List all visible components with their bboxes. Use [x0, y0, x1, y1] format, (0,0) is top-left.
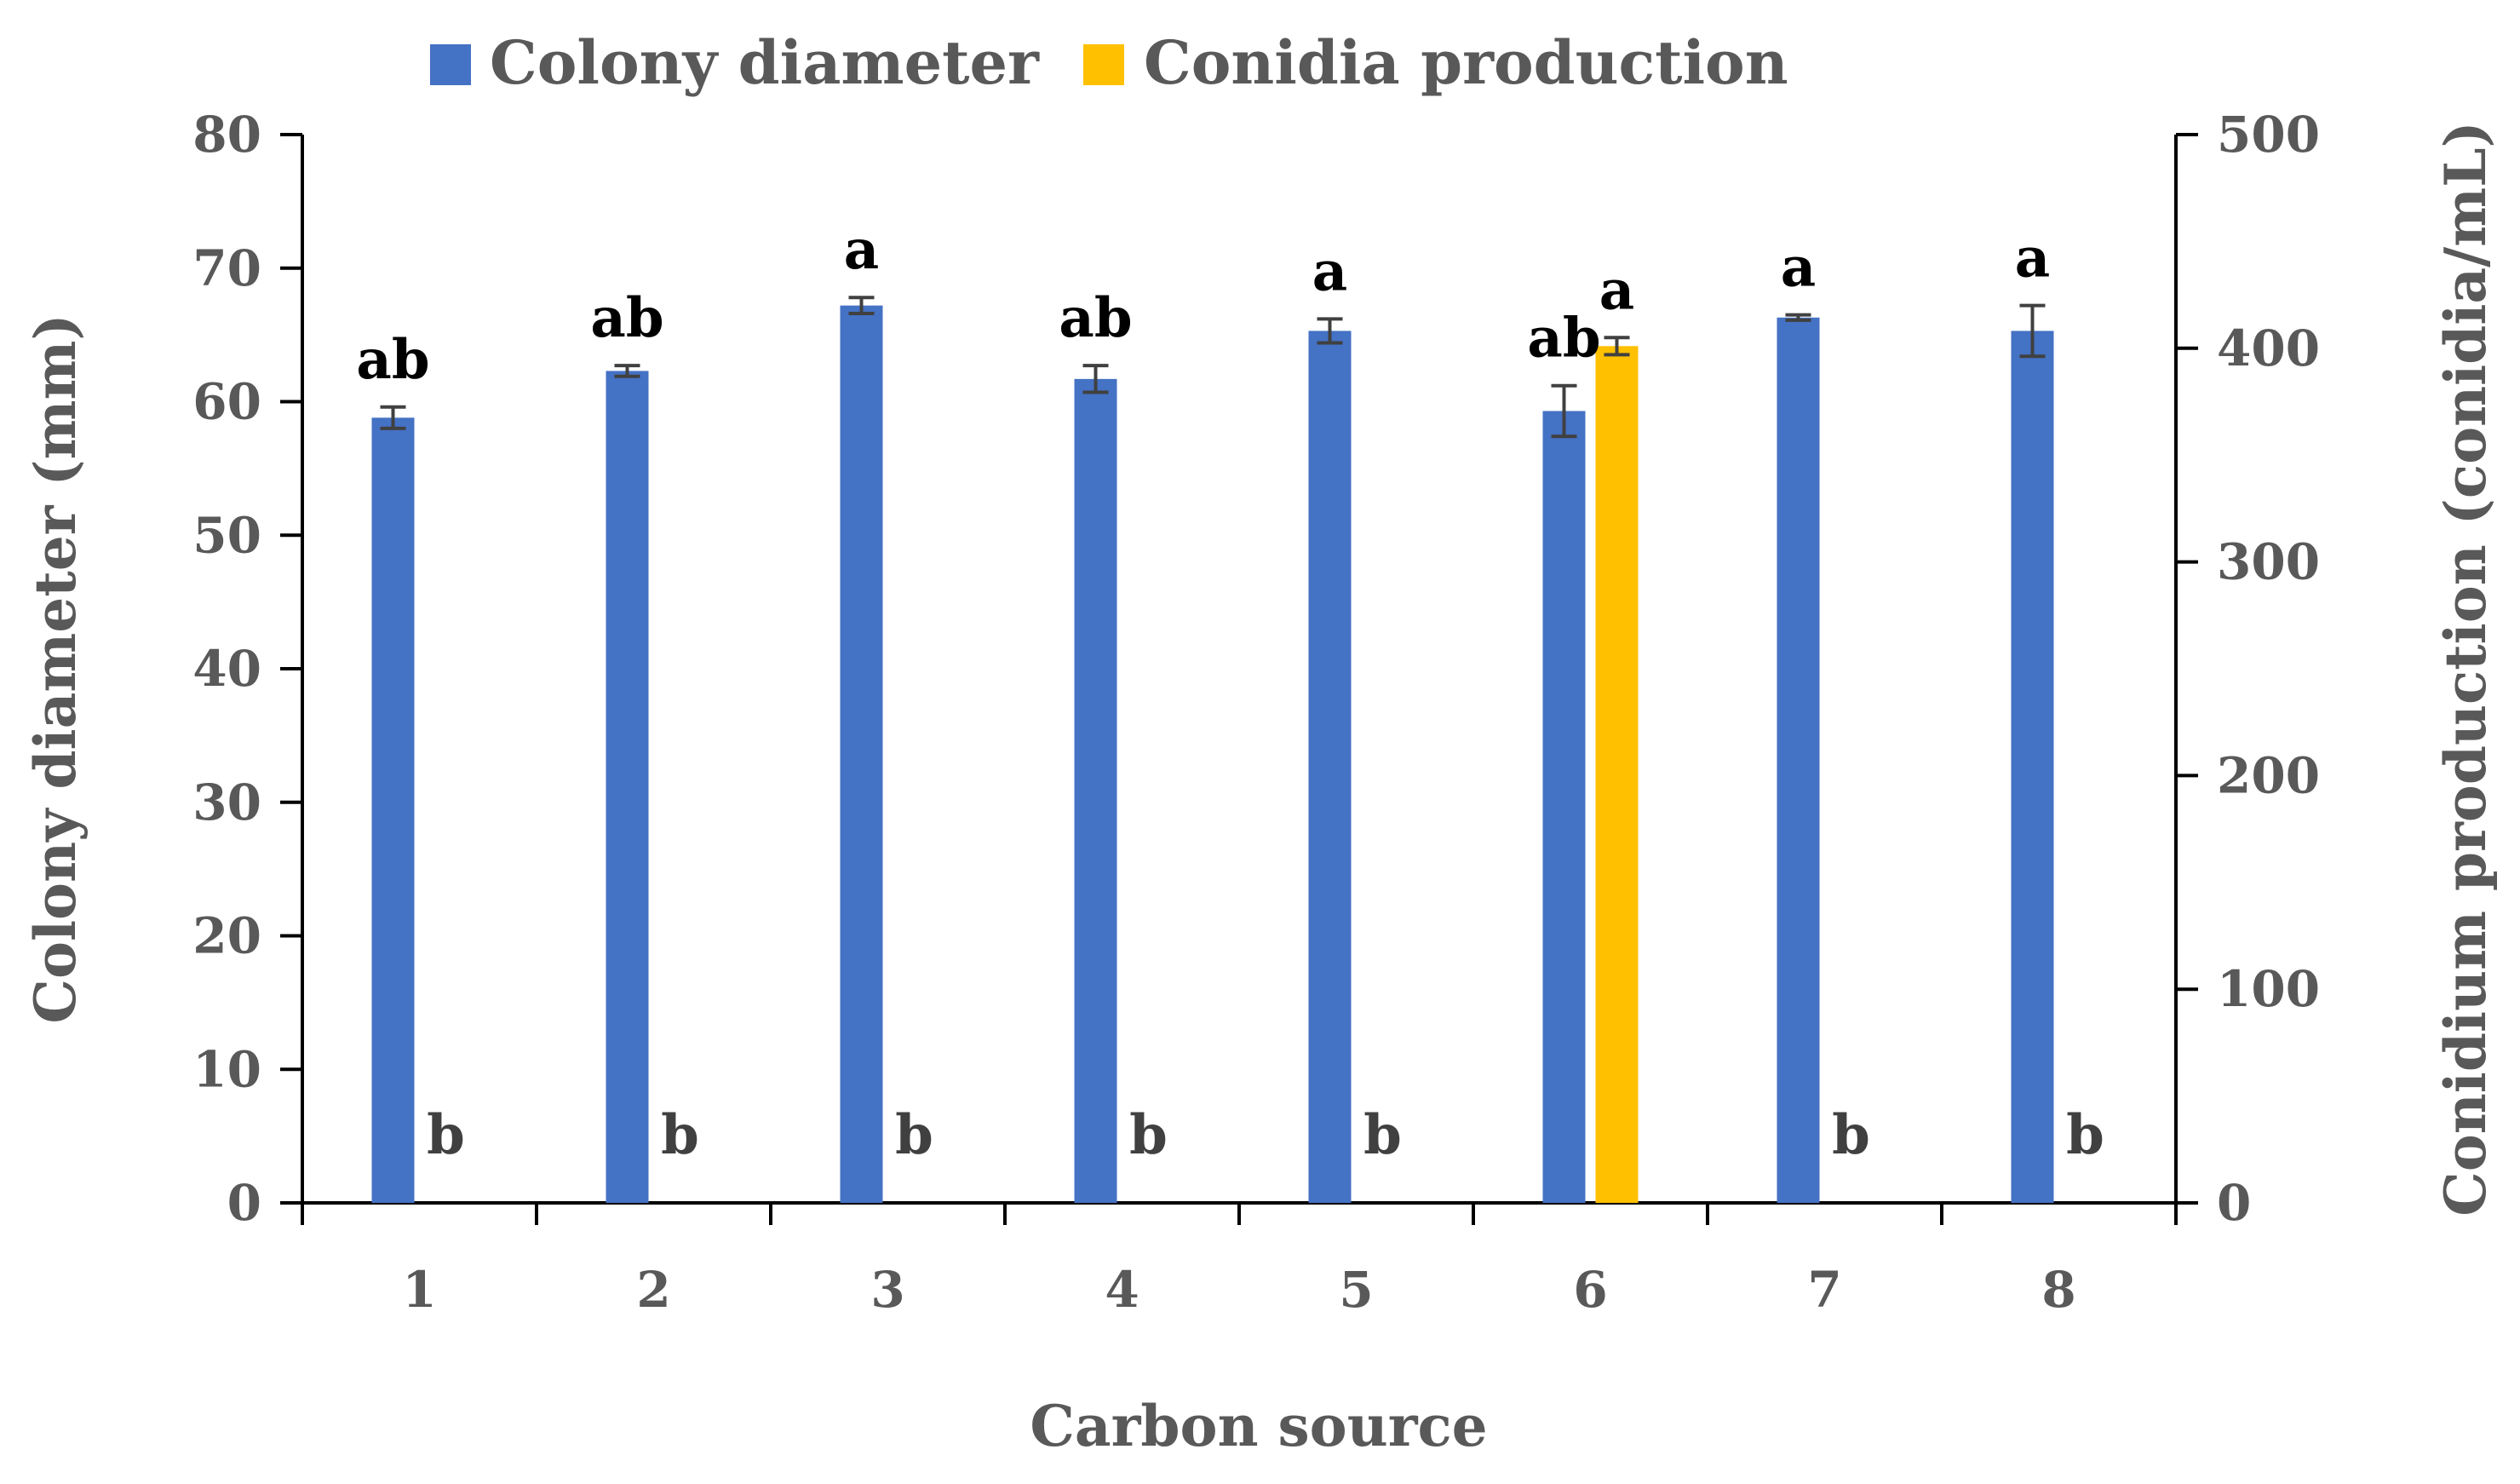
left-tick-label: 0: [227, 1174, 261, 1232]
bar-colony-diameter: [1777, 317, 1820, 1203]
bar-colony-diameter: [1074, 378, 1117, 1203]
left-axis-ticks: 0 10 20 30 40 50 60 70 80: [192, 106, 302, 1232]
x-tick-label: 2: [636, 1261, 670, 1319]
left-tick-label: 20: [192, 907, 261, 965]
x-tick-label: 3: [870, 1261, 904, 1319]
left-tick-label: 10: [192, 1040, 261, 1098]
significance-letter-colony-diameter: ab: [1527, 307, 1600, 371]
x-tick-label: 1: [402, 1261, 436, 1319]
legend-label-colony-diameter: Colony diameter: [490, 27, 1040, 98]
bar-colony-diameter: [1542, 411, 1586, 1203]
significance-letter-conidia-production: b: [1129, 1103, 1168, 1167]
right-axis-title: Conidium production (conidia/mL): [2432, 121, 2499, 1217]
significance-letter-colony-diameter: ab: [1059, 286, 1132, 350]
right-tick-label: 500: [2217, 106, 2320, 164]
left-tick-label: 80: [192, 106, 261, 164]
right-tick-label: 200: [2217, 746, 2320, 804]
x-tick-label: 5: [1339, 1261, 1373, 1319]
significance-letter-colony-diameter: a: [1312, 239, 1347, 303]
error-bars: [380, 296, 2046, 439]
right-tick-label: 400: [2217, 319, 2320, 377]
legend-label-conidia-production: Conidia production: [1144, 27, 1788, 98]
significance-letter-conidia-production: b: [427, 1103, 465, 1167]
x-axis-title: Carbon source: [1030, 1393, 1487, 1459]
significance-letter-colony-diameter: a: [1781, 236, 1816, 300]
significance-letter-conidia-production: b: [895, 1103, 933, 1167]
axes: [301, 135, 2178, 1205]
significance-letter-colony-diameter: a: [2015, 227, 2050, 290]
left-axis-title: Colony diameter (mm): [22, 313, 89, 1023]
bar-colony-diameter: [371, 417, 415, 1203]
significance-letter-conidia-production: b: [1363, 1103, 1402, 1167]
legend-swatch-colony-diameter: [430, 44, 471, 85]
right-tick-label: 100: [2217, 960, 2320, 1018]
left-tick-label: 40: [192, 640, 261, 698]
x-tick-label: 7: [1807, 1261, 1841, 1319]
bar-conidia-production: [1595, 346, 1639, 1203]
bars: [371, 305, 2054, 1203]
x-tick-label: 4: [1105, 1261, 1139, 1319]
left-tick-label: 30: [192, 774, 261, 831]
significance-letter-conidia-production: a: [1599, 258, 1634, 322]
right-axis-ticks: 0 100 200 300 400 500: [2176, 106, 2320, 1232]
x-tick-label: 8: [2041, 1261, 2075, 1319]
legend: Colony diameter Conidia production: [430, 27, 1788, 98]
legend-swatch-conidia-production: [1083, 44, 1124, 85]
left-tick-label: 50: [192, 506, 261, 564]
significance-letter-colony-diameter: ab: [356, 328, 429, 392]
significance-letter-conidia-production: b: [2066, 1103, 2104, 1167]
significance-letter-conidia-production: b: [1832, 1103, 1870, 1167]
significance-letter-colony-diameter: a: [844, 218, 879, 282]
x-axis-ticks: 1 2 3 4 5 6 7 8: [301, 1203, 2178, 1319]
bar-colony-diameter: [606, 371, 649, 1203]
significance-letter-conidia-production: b: [661, 1103, 699, 1167]
left-tick-label: 60: [192, 373, 261, 431]
left-tick-label: 70: [192, 239, 261, 297]
right-tick-label: 0: [2217, 1174, 2251, 1232]
significance-letter-colony-diameter: ab: [590, 286, 663, 350]
bar-colony-diameter: [1308, 331, 1352, 1203]
bar-colony-diameter: [2011, 331, 2054, 1203]
bar-colony-diameter: [840, 305, 883, 1203]
right-tick-label: 300: [2217, 533, 2320, 591]
x-tick-label: 6: [1573, 1261, 1607, 1319]
